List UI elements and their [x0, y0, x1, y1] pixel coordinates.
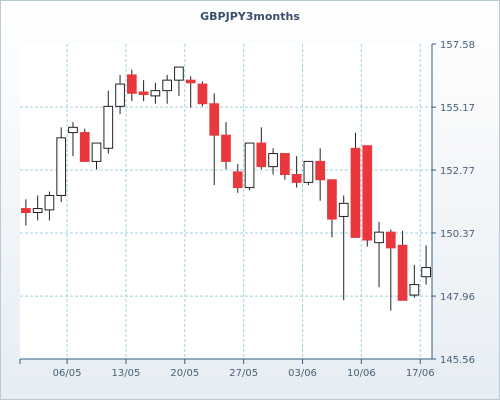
candle-body-down: [232, 171, 243, 189]
candle-body-down: [79, 132, 90, 162]
x-tick-label: 20/05: [170, 368, 199, 379]
x-tick-label: 27/05: [229, 368, 258, 379]
candle-body-up: [115, 83, 125, 107]
x-tick-label: 13/05: [112, 368, 141, 379]
candle-body-up: [421, 267, 431, 278]
candle-body-down: [291, 174, 302, 183]
candle-body-down: [350, 147, 361, 238]
candle-body-up: [32, 208, 43, 214]
candle-body-down: [327, 179, 337, 220]
y-tick-label: 152.77: [440, 166, 475, 177]
candle-body-down: [315, 160, 326, 181]
candle-body-up: [303, 160, 314, 183]
candle-body-up: [56, 137, 67, 196]
candle-body-up: [338, 202, 349, 217]
grid: [20, 44, 432, 359]
axes: 157.58 155.17 152.77 150.37 147.96 145.56 06/0…: [19, 40, 475, 379]
candle-body-down: [221, 134, 231, 162]
candle-body-down: [385, 231, 396, 249]
x-tick-label: 17/06: [406, 368, 435, 379]
candle-body-up: [409, 284, 420, 296]
candle-body-down: [397, 244, 408, 301]
candle-body-up: [244, 142, 255, 189]
candle-body-down: [126, 74, 137, 94]
y-tick-label: 150.37: [440, 229, 475, 240]
candle-body-down: [138, 91, 149, 96]
x-tick-label: 06/05: [53, 368, 82, 379]
candle-body-up: [174, 66, 184, 81]
candle-body-up: [103, 105, 114, 149]
y-tick-label: 157.58: [440, 40, 475, 51]
candle-body-down: [185, 79, 196, 84]
candle-body-down: [362, 145, 373, 241]
candle-body-up: [268, 153, 278, 168]
candles: [21, 66, 431, 311]
candle-body-down: [256, 142, 267, 168]
candle-body-up: [150, 90, 161, 97]
candle-body-down: [197, 83, 208, 105]
candle-body-up: [91, 142, 102, 162]
candle-body-down: [280, 153, 290, 176]
candle-body-up: [44, 194, 55, 211]
candle-body-down: [209, 103, 220, 136]
candle-body-up: [162, 79, 172, 92]
candle-body-up: [374, 231, 384, 244]
chart-title: GBPJPY3months: [200, 10, 300, 23]
candle-body-up: [68, 126, 78, 134]
x-tick-label: 10/06: [347, 368, 376, 379]
y-tick-label: 145.56: [440, 355, 475, 366]
y-tick-label: 155.17: [440, 103, 475, 114]
y-tick-label: 147.96: [440, 292, 475, 303]
candle-body-down: [21, 208, 31, 214]
x-tick-label: 03/06: [288, 368, 317, 379]
